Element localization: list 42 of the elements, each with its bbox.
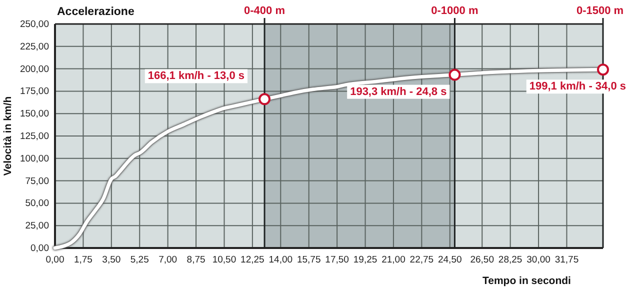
x-tick-label: 14,00 [268, 254, 293, 266]
annotation: 166,1 km/h - 13,0 s [148, 70, 245, 82]
y-axis-title: Velocità in km/h [2, 96, 14, 176]
x-tick-label: 26,50 [470, 254, 494, 266]
y-tick-label: 0,00 [30, 243, 49, 254]
y-tick-label: 150,00 [20, 108, 49, 120]
x-tick-label: 24,50 [438, 254, 462, 266]
y-tick-label: 250,00 [20, 19, 49, 30]
annotation: 199,1 km/h - 34,0 s [529, 80, 626, 93]
y-tick-label: 75,00 [25, 176, 49, 187]
x-tick-label: 5,25 [130, 254, 149, 266]
y-tick-label: 175,00 [20, 86, 49, 98]
y-tick-label: 50,00 [25, 198, 49, 210]
x-tick-label: 31,75 [554, 254, 579, 266]
x-tick-label: 3,50 [102, 254, 121, 266]
x-tick-label: 28,25 [498, 254, 522, 266]
x-tick-label: 8,75 [186, 254, 206, 266]
ref-line-label: 0-1500 m [576, 5, 624, 17]
y-tick-label: 100,00 [20, 153, 49, 164]
x-tick-label: 10,50 [212, 254, 236, 266]
point [258, 93, 271, 106]
point [448, 68, 461, 81]
y-tick-label: 25,00 [25, 220, 49, 232]
y-tick-label: 200,00 [20, 64, 49, 75]
x-tick-label: 15,75 [296, 254, 321, 266]
x-tick-label: 1,75 [74, 254, 92, 266]
x-axis-title: Tempo in secondi [482, 275, 572, 287]
x-tick-label: 19,25 [353, 254, 378, 266]
y-tick-label: 225,00 [20, 41, 49, 52]
point [597, 64, 609, 76]
y-tick-label: 125,00 [20, 131, 49, 142]
x-tick-label: 21,00 [382, 254, 406, 266]
chart-title: Accelerazione [57, 6, 134, 18]
ref-line-label: 0-400 m [244, 5, 286, 17]
annotation: 193,3 km/h - 24,8 s [350, 86, 447, 98]
x-tick-label: 12,25 [240, 254, 264, 266]
x-tick-label: 30,00 [526, 254, 550, 266]
x-tick-label: 17,50 [325, 254, 349, 266]
x-tick-label: 0,00 [46, 254, 64, 266]
x-tick-label: 7,00 [158, 254, 178, 266]
x-tick-label: 22,75 [410, 254, 434, 266]
ref-line-label: 0-1000 m [431, 5, 478, 17]
